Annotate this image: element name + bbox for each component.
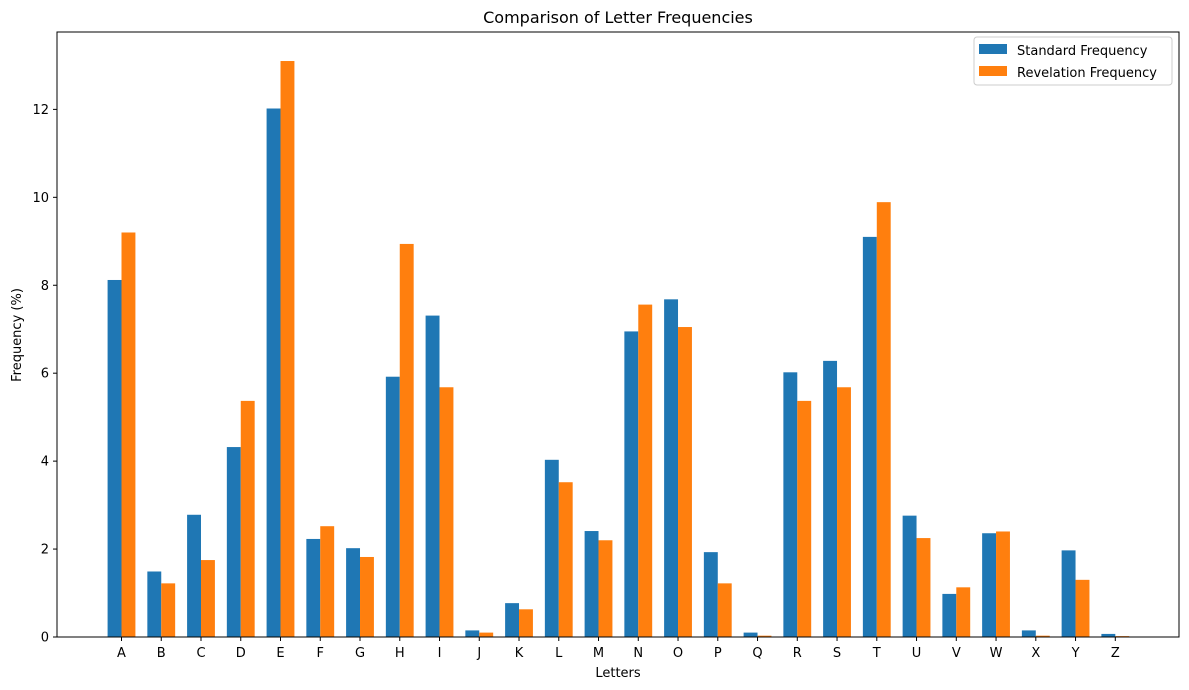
y-tick-label: 10 (32, 191, 49, 206)
x-tick-label-L: L (555, 646, 563, 661)
bar-revelation-H (399, 243, 414, 637)
bar-standard-H (385, 376, 400, 637)
bar-standard-S (823, 360, 838, 637)
bar-standard-W (982, 533, 997, 637)
bar-revelation-U (916, 538, 931, 637)
x-tick-label-Q: Q (752, 646, 762, 661)
bar-revelation-R (797, 400, 812, 637)
bar-standard-Z (1101, 633, 1116, 637)
x-tick-label-Z: Z (1111, 646, 1120, 661)
bar-revelation-V (956, 587, 971, 637)
bar-revelation-K (519, 609, 533, 637)
bar-standard-V (942, 593, 957, 637)
y-axis-ticks: 0 2 4 6 8 10 12 (32, 103, 57, 646)
x-tick-label-U: U (912, 646, 922, 661)
x-tick-label-X: X (1031, 646, 1040, 661)
x-axis-label: Letters (595, 666, 641, 681)
bar-standard-T (862, 236, 877, 637)
x-tick-label-N: N (633, 646, 643, 661)
y-tick-label: 8 (41, 279, 49, 294)
legend-swatch-revelation (979, 66, 1007, 76)
bar-revelation-X (1035, 635, 1050, 637)
x-tick-label-T: T (872, 646, 881, 661)
chart-title: Comparison of Letter Frequencies (483, 8, 753, 27)
bar-revelation-O (678, 327, 692, 637)
plot-frame (56, 31, 1180, 638)
bar-revelation-G (360, 556, 374, 637)
x-tick-label-V: V (952, 646, 961, 661)
x-tick-label-R: R (793, 646, 802, 661)
bar-revelation-M (598, 540, 613, 637)
x-tick-label-P: P (714, 646, 722, 661)
bar-standard-B (147, 571, 162, 637)
bar-standard-Q (743, 632, 758, 637)
bar-standard-R (783, 372, 798, 637)
x-tick-label-G: G (355, 646, 365, 661)
legend-label-standard: Standard Frequency (1017, 44, 1148, 59)
bar-standard-J (465, 630, 480, 637)
bar-revelation-J (479, 632, 494, 637)
legend: Standard Frequency Revelation Frequency (973, 36, 1173, 86)
y-tick-label: 2 (41, 543, 49, 558)
bar-standard-U (902, 515, 917, 637)
x-axis-ticks: A B C D E F G H I J K L M N O P Q R S T U V W X Y Z (117, 637, 1120, 661)
bar-standard-C (187, 514, 201, 637)
legend-box (973, 36, 1173, 86)
bar-revelation-T (876, 202, 891, 637)
bar-standard-A (107, 279, 122, 637)
x-tick-label-J: J (476, 646, 481, 661)
bar-revelation-C (201, 560, 215, 637)
y-tick-label: 12 (32, 103, 49, 118)
bar-revelation-P (717, 583, 732, 637)
bar-revelation-W (996, 531, 1010, 637)
y-tick-label: 0 (41, 631, 49, 646)
bar-revelation-F (320, 526, 335, 637)
bar-standard-N (624, 331, 639, 637)
x-tick-label-S: S (833, 646, 841, 661)
bar-revelation-S (837, 387, 851, 637)
bar-standard-M (584, 531, 599, 637)
bar-standard-O (664, 299, 679, 637)
x-tick-label-A: A (117, 646, 126, 661)
x-tick-label-O: O (673, 646, 683, 661)
bar-revelation-D (240, 400, 255, 637)
x-tick-label-E: E (276, 646, 284, 661)
x-tick-label-C: C (196, 646, 205, 661)
legend-swatch-standard (979, 44, 1007, 54)
bar-revelation-N (638, 304, 653, 637)
x-tick-label-M: M (593, 646, 604, 661)
x-tick-label-F: F (317, 646, 324, 661)
x-tick-label-K: K (515, 646, 524, 661)
x-tick-label-H: H (395, 646, 405, 661)
x-tick-label-W: W (990, 646, 1003, 661)
bar-standard-I (425, 315, 440, 637)
x-tick-label-I: I (438, 646, 442, 661)
bar-standard-G (346, 548, 361, 637)
bar-revelation-I (439, 387, 454, 637)
x-tick-label-B: B (157, 646, 166, 661)
bar-standard-P (703, 552, 718, 637)
bar-standard-L (544, 459, 559, 637)
bar-revelation-L (558, 482, 573, 637)
bar-standard-Y (1061, 550, 1076, 637)
bar-standard-E (266, 108, 281, 637)
legend-label-revelation: Revelation Frequency (1017, 66, 1157, 81)
bar-revelation-E (280, 61, 295, 637)
bars-group (107, 61, 1130, 638)
x-tick-label-Y: Y (1071, 646, 1080, 661)
y-axis-label: Frequency (%) (10, 288, 25, 382)
bar-revelation-B (161, 583, 176, 637)
y-tick-label: 4 (41, 455, 49, 470)
x-tick-label-D: D (236, 646, 246, 661)
bar-revelation-Q (757, 635, 772, 637)
bar-standard-X (1021, 630, 1036, 637)
bar-revelation-A (121, 232, 136, 638)
bar-standard-F (306, 538, 321, 637)
bar-revelation-Y (1075, 579, 1090, 637)
bar-standard-K (505, 603, 520, 637)
y-tick-label: 6 (41, 367, 49, 382)
bar-standard-D (226, 447, 241, 637)
